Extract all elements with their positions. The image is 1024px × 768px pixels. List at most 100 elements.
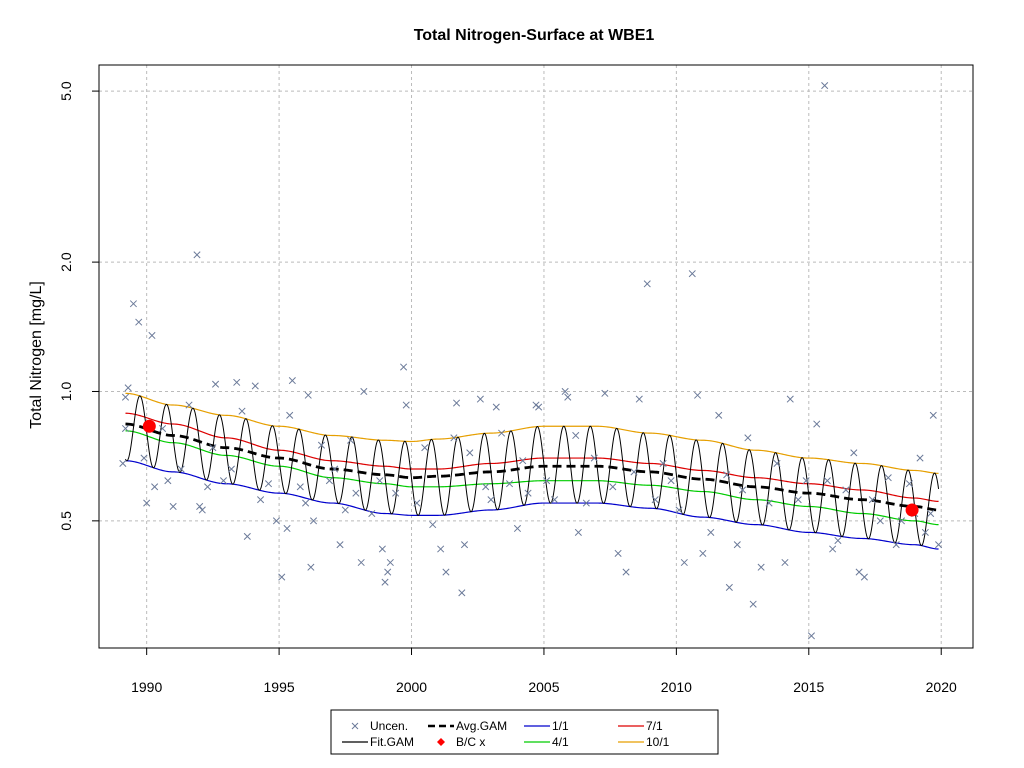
observation-point (159, 424, 167, 433)
chart-title: Total Nitrogen-Surface at WBE1 (414, 27, 655, 44)
observation-point (498, 429, 506, 437)
curve-apr-1 (125, 430, 939, 526)
fit-gam-path (125, 395, 940, 547)
grid-lines (99, 65, 973, 648)
observation-point (723, 471, 731, 479)
observation-point (193, 251, 201, 259)
observation-point (227, 465, 235, 473)
observation-point (667, 477, 675, 485)
observation-point (590, 454, 598, 462)
observation-point (198, 506, 206, 514)
observation-point (341, 506, 349, 514)
observation-point (513, 524, 522, 533)
observation-point (492, 403, 500, 411)
observation-point (278, 573, 286, 581)
observation-point (421, 444, 429, 452)
y-axis-label: Total Nitrogen [mg/L] (28, 281, 45, 429)
observation-point (739, 486, 747, 494)
observation-point (659, 459, 667, 468)
observation-point (786, 395, 794, 403)
observation-point (384, 568, 392, 576)
observation-point (850, 449, 858, 457)
observation-point (630, 468, 638, 476)
observation-point (757, 563, 765, 571)
observation-point (177, 465, 185, 473)
observation-point (143, 499, 151, 507)
observation-point (164, 477, 172, 485)
legend: Uncen. Avg.GAM 1/1 7/1 Fit.GAM B/C x 4/1 10/1 (330, 709, 719, 755)
legend-label: Avg.GAM (456, 719, 507, 733)
observation-point (307, 563, 315, 571)
curve-oct-1 (125, 392, 939, 474)
observation-point (651, 496, 659, 504)
observation-point (331, 465, 339, 473)
observation-point (905, 480, 913, 488)
observation-point (243, 532, 251, 540)
observation-point (860, 573, 868, 581)
fit-gam-line (125, 395, 940, 547)
observation-point (688, 270, 696, 278)
observation-point (561, 387, 569, 396)
observation-point (336, 541, 344, 549)
observation-point (368, 509, 376, 518)
observation-point (487, 496, 495, 504)
observation-point (264, 480, 273, 488)
legend-label: 1/1 (552, 719, 569, 733)
curve-jan-1 (125, 460, 939, 550)
observation-point (694, 391, 702, 399)
observation-point (442, 568, 450, 576)
observation-point (325, 477, 333, 485)
observation-point (460, 541, 469, 549)
observation-point (744, 434, 752, 442)
observation-point (381, 578, 389, 586)
observation-point (286, 411, 294, 419)
observation-point (609, 483, 617, 491)
observation-point (219, 477, 228, 485)
observation-point (916, 454, 924, 462)
x-tick-label: 1995 (264, 679, 295, 695)
observation-point (519, 457, 527, 465)
x-axis: 1990 1995 2000 2005 2010 2015 2020 (131, 647, 957, 695)
observation-point (868, 496, 876, 504)
legend-label: B/C x (456, 735, 485, 749)
observation-point (376, 477, 384, 485)
observation-point (288, 377, 296, 385)
observation-point (238, 407, 246, 415)
observation-point (151, 483, 159, 491)
observation-point (773, 459, 781, 468)
seasonal-curves (125, 392, 939, 550)
x-tick-label: 2020 (926, 679, 957, 695)
observation-point (309, 517, 318, 525)
observation-point (302, 499, 310, 507)
observation-point (352, 489, 360, 497)
observation-point (124, 384, 132, 392)
x-tick-label: 1990 (131, 679, 162, 695)
observation-point (765, 499, 773, 507)
observation-point (749, 600, 757, 608)
y-tick-label: 0.5 (58, 511, 74, 531)
y-tick-label: 5.0 (58, 81, 74, 101)
observation-point (304, 391, 312, 399)
observation-point (794, 496, 802, 504)
observation-point (296, 483, 304, 491)
observation-point (582, 499, 590, 507)
observation-point (635, 395, 643, 403)
observation-point (550, 496, 559, 504)
observation-point (317, 441, 326, 449)
observation-point (707, 528, 715, 536)
observation-point (140, 454, 148, 462)
observation-point (169, 502, 177, 511)
observation-point (233, 378, 241, 386)
baseline-current-points (142, 419, 919, 517)
observation-point (450, 434, 458, 442)
observation-point (129, 300, 137, 308)
observation-point (614, 549, 622, 557)
observation-point (572, 431, 580, 440)
observation-point (196, 502, 204, 511)
observation-point (725, 583, 733, 591)
observation-point (643, 280, 651, 288)
observation-point (392, 489, 400, 497)
observation-point (119, 459, 127, 468)
observation-point (257, 496, 265, 504)
